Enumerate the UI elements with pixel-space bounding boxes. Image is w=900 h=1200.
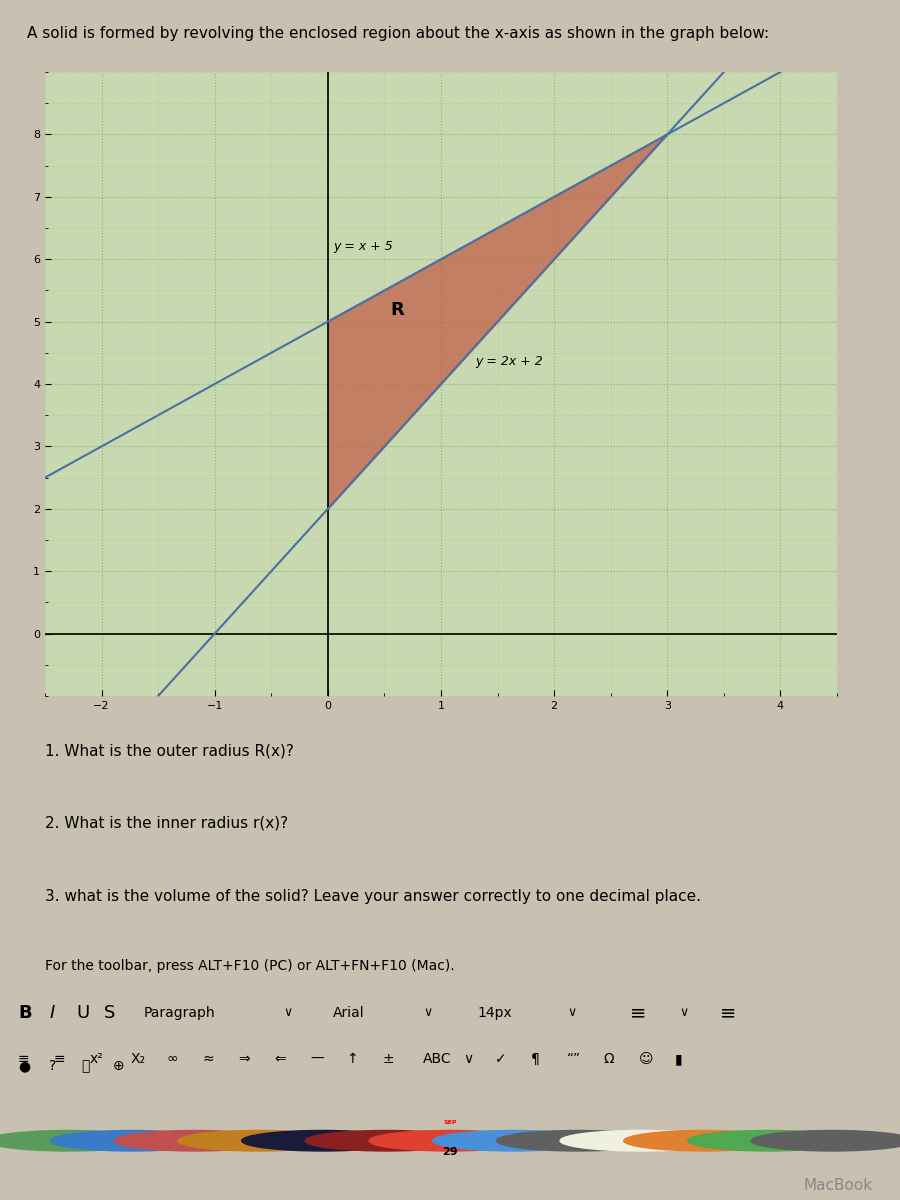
- Text: ∨: ∨: [680, 1006, 688, 1019]
- Text: ?: ?: [50, 1060, 57, 1073]
- Circle shape: [178, 1130, 340, 1151]
- Text: Arial: Arial: [333, 1006, 364, 1020]
- Circle shape: [497, 1130, 659, 1151]
- Text: 1. What is the outer radius R(x)?: 1. What is the outer radius R(x)?: [45, 743, 294, 758]
- Circle shape: [688, 1130, 850, 1151]
- Text: ≡: ≡: [630, 1003, 646, 1022]
- Circle shape: [114, 1130, 276, 1151]
- Circle shape: [752, 1130, 900, 1151]
- Text: ¶: ¶: [531, 1052, 540, 1066]
- Text: ∨: ∨: [464, 1052, 473, 1066]
- Text: y = 2x + 2: y = 2x + 2: [475, 355, 543, 368]
- Text: ≈: ≈: [202, 1052, 214, 1066]
- Text: ∨: ∨: [423, 1006, 432, 1019]
- Circle shape: [624, 1130, 786, 1151]
- Text: 29: 29: [442, 1147, 458, 1157]
- Text: A solid is formed by revolving the enclosed region about the x-axis as shown in : A solid is formed by revolving the enclo…: [27, 26, 770, 41]
- Text: x²: x²: [90, 1052, 104, 1066]
- Text: ⇐: ⇐: [274, 1052, 286, 1066]
- Text: ∞: ∞: [166, 1052, 178, 1066]
- Circle shape: [433, 1130, 595, 1151]
- Text: ▮: ▮: [675, 1052, 682, 1066]
- Text: ⤢: ⤢: [81, 1060, 89, 1073]
- Circle shape: [369, 1130, 531, 1151]
- Circle shape: [0, 1130, 148, 1151]
- Text: ⊕: ⊕: [112, 1060, 124, 1073]
- Text: Paragraph: Paragraph: [144, 1006, 216, 1020]
- Text: —: —: [310, 1052, 324, 1066]
- Text: 14px: 14px: [477, 1006, 512, 1020]
- Text: Ω: Ω: [603, 1052, 614, 1066]
- Text: ±: ±: [382, 1052, 394, 1066]
- Text: ☺: ☺: [639, 1052, 653, 1066]
- Circle shape: [241, 1130, 403, 1151]
- Text: ≡: ≡: [18, 1052, 30, 1066]
- Text: ∨: ∨: [567, 1006, 576, 1019]
- Text: y = x + 5: y = x + 5: [334, 240, 393, 253]
- Text: ≡: ≡: [720, 1003, 736, 1022]
- Text: ABC: ABC: [423, 1052, 452, 1066]
- Circle shape: [560, 1130, 722, 1151]
- Text: ●: ●: [18, 1060, 30, 1073]
- Circle shape: [305, 1130, 467, 1151]
- Text: ↑: ↑: [346, 1052, 358, 1066]
- Text: ≡: ≡: [54, 1052, 66, 1066]
- Text: ✓: ✓: [495, 1052, 507, 1066]
- Text: B: B: [18, 1003, 32, 1021]
- Text: SEP: SEP: [443, 1120, 456, 1124]
- Text: I: I: [50, 1003, 55, 1021]
- Text: U: U: [76, 1003, 90, 1021]
- Text: 2. What is the inner radius r(x)?: 2. What is the inner radius r(x)?: [45, 816, 288, 830]
- Text: ∨: ∨: [284, 1006, 292, 1019]
- Text: 3. what is the volume of the solid? Leave your answer correctly to one decimal p: 3. what is the volume of the solid? Leav…: [45, 889, 701, 904]
- Circle shape: [50, 1130, 212, 1151]
- Text: “”: “”: [567, 1052, 581, 1066]
- Text: For the toolbar, press ALT+F10 (PC) or ALT+FN+F10 (Mac).: For the toolbar, press ALT+F10 (PC) or A…: [45, 959, 454, 972]
- Text: MacBook: MacBook: [804, 1177, 873, 1193]
- Text: S: S: [104, 1003, 115, 1021]
- Text: R: R: [390, 301, 404, 319]
- Text: ⇒: ⇒: [238, 1052, 250, 1066]
- Text: X₂: X₂: [130, 1052, 146, 1066]
